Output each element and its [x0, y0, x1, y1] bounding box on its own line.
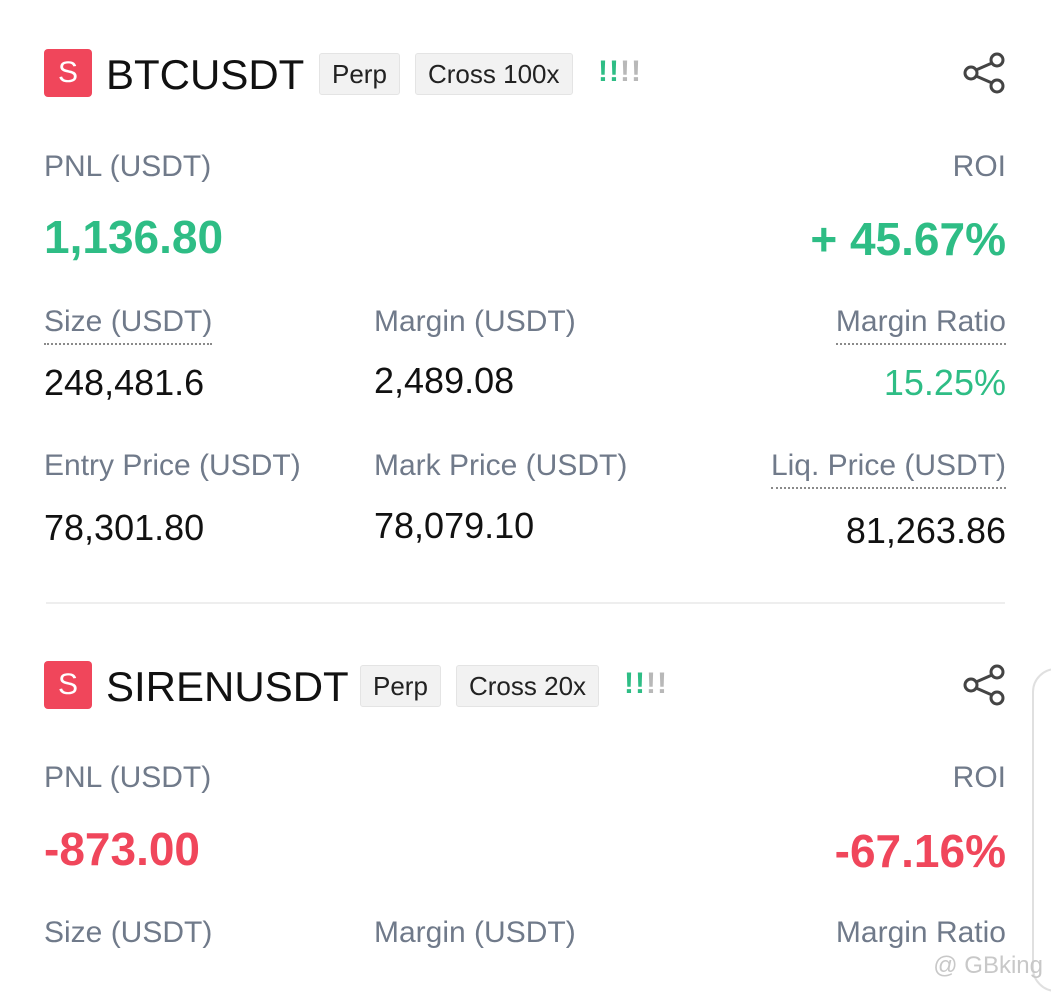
- signal: !!!!: [598, 55, 642, 88]
- side-badge: S: [44, 661, 92, 709]
- divider: [46, 602, 1005, 604]
- watermark: @ GBking: [933, 952, 1043, 979]
- signal: !!!!: [624, 667, 668, 700]
- field-value: 248,481.6: [44, 362, 205, 403]
- roi-value: -67.16%: [834, 825, 1006, 877]
- field-value: 81,263.86: [845, 510, 1006, 551]
- pnl-value: 1,136.80: [44, 211, 224, 263]
- side-badge: S: [44, 49, 92, 97]
- field-label: Margin (USDT): [374, 916, 576, 949]
- tag: Perp: [360, 665, 441, 707]
- tag: Perp: [319, 53, 400, 95]
- field-value: 78,301.80: [44, 507, 205, 548]
- symbol[interactable]: SIRENUSDT: [106, 663, 349, 710]
- tag: Cross 20x: [456, 665, 600, 707]
- side-panel-edge: [1032, 668, 1051, 992]
- field-label[interactable]: Margin Ratio: [835, 307, 1006, 345]
- roi-value: + 45.67%: [810, 213, 1006, 265]
- tag: Cross 100x: [415, 53, 573, 95]
- field-label: Entry Price (USDT): [44, 449, 301, 482]
- field-label[interactable]: Size (USDT): [44, 307, 213, 345]
- field-label[interactable]: Size (USDT): [44, 916, 213, 949]
- roi-label: ROI: [952, 761, 1006, 794]
- pnl-label: PNL (USDT): [44, 761, 212, 794]
- field-value: 15.25%: [883, 362, 1006, 403]
- field-label: Mark Price (USDT): [374, 449, 628, 482]
- pnl-label: PNL (USDT): [44, 150, 212, 183]
- symbol[interactable]: BTCUSDT: [106, 51, 305, 98]
- field-label[interactable]: Margin Ratio: [835, 916, 1006, 949]
- share-icon[interactable]: [962, 664, 1006, 706]
- pnl-value: -873.00: [44, 823, 201, 875]
- field-label[interactable]: Liq. Price (USDT): [770, 451, 1006, 489]
- field-value: 2,489.08: [374, 360, 515, 401]
- roi-label: ROI: [952, 150, 1006, 183]
- field-value: 78,079.10: [374, 505, 535, 546]
- share-icon[interactable]: [962, 52, 1006, 94]
- field-label: Margin (USDT): [374, 305, 576, 338]
